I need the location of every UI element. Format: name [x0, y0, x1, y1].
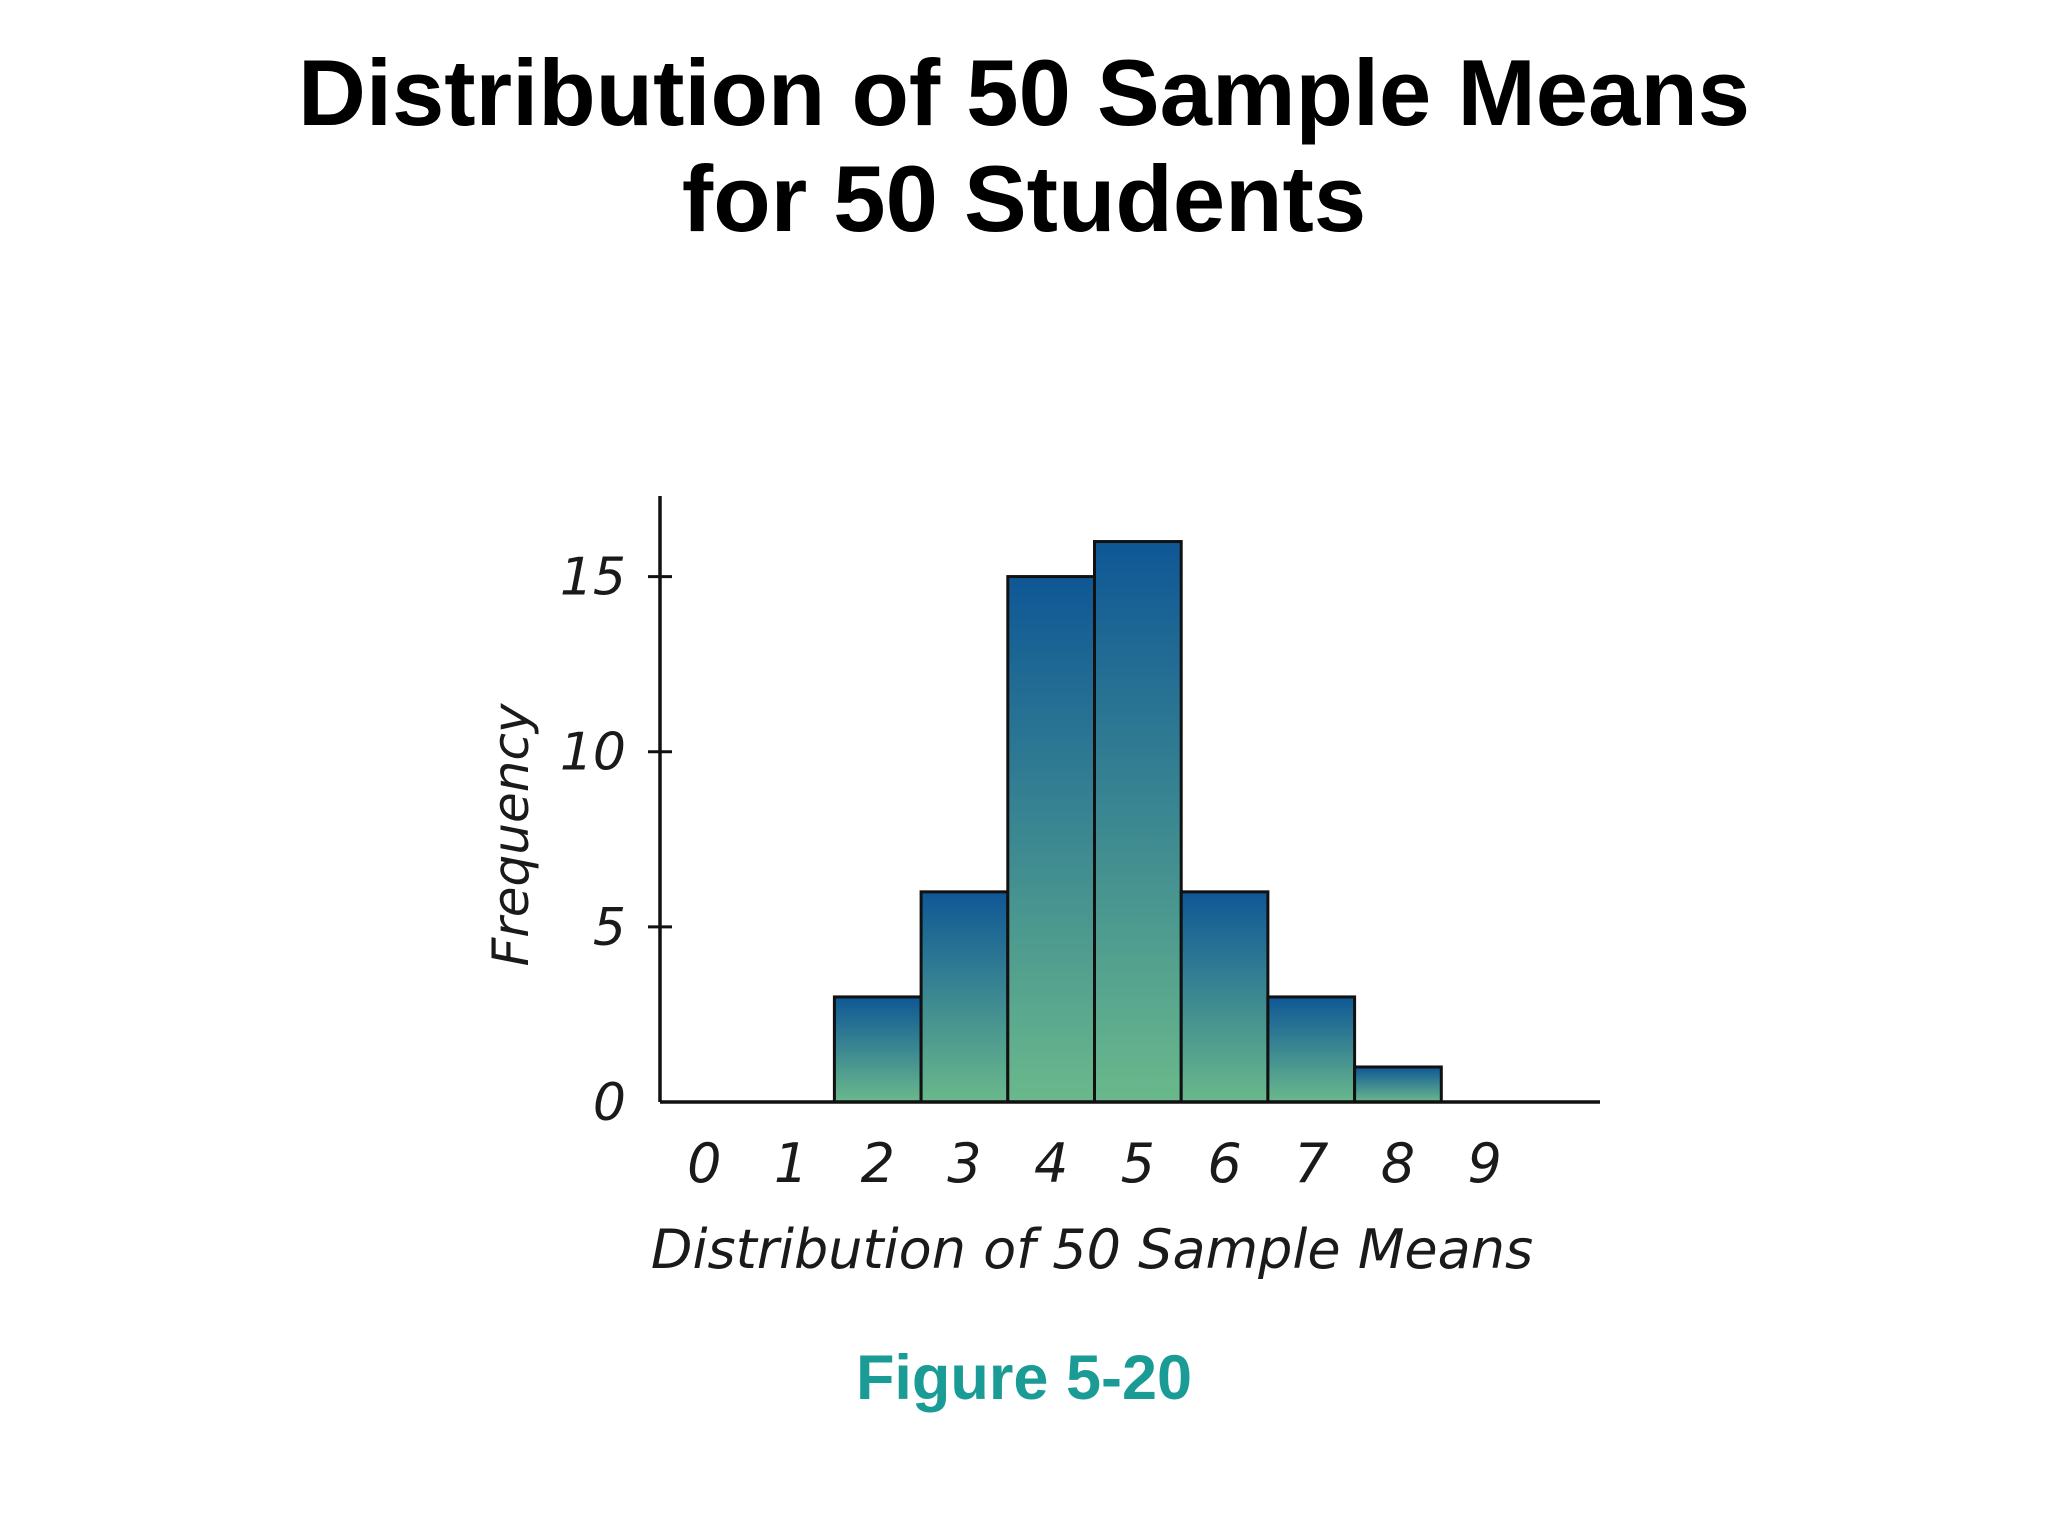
- bar-8: [1353, 1065, 1443, 1104]
- y-tick-label-5: 5: [593, 898, 626, 958]
- x-tick-label-7: 7: [1294, 1132, 1328, 1195]
- x-tick-label-4: 4: [1034, 1132, 1068, 1195]
- y-axis-label: Frequency: [482, 702, 540, 966]
- slide-title: Distribution of 50 Sample Means for 50 S…: [0, 40, 2048, 252]
- x-tick-label-5: 5: [1121, 1132, 1155, 1195]
- bar-2: [832, 995, 923, 1104]
- x-tick-label-1: 1: [774, 1132, 808, 1195]
- bar-6: [1179, 890, 1270, 1104]
- y-tick-label-0: 0: [593, 1073, 626, 1133]
- x-tick-label-6: 6: [1207, 1132, 1241, 1195]
- figure-caption: Figure 5-20: [855, 1343, 1193, 1413]
- x-tick-label-0: 0: [687, 1132, 721, 1195]
- x-tick-label-2: 2: [861, 1132, 895, 1195]
- bar-3: [919, 890, 1010, 1104]
- bars-group: [832, 540, 1443, 1104]
- bar-4: [1006, 575, 1096, 1104]
- bar-7: [1266, 995, 1357, 1104]
- x-tick-label-9: 9: [1467, 1132, 1501, 1195]
- x-tick-label-3: 3: [947, 1132, 981, 1195]
- y-tick-label-15: 15: [560, 548, 626, 608]
- axes-group: [648, 496, 1600, 1104]
- x-tick-label-8: 8: [1381, 1132, 1415, 1195]
- y-tick-label-10: 10: [560, 723, 626, 783]
- slide-title-line-2: for 50 Students: [681, 146, 1367, 251]
- slide-title-line-1: Distribution of 50 Sample Means: [297, 40, 1751, 145]
- bar-5: [1093, 540, 1183, 1104]
- x-axis-label: Distribution of 50 Sample Means: [651, 1218, 1533, 1281]
